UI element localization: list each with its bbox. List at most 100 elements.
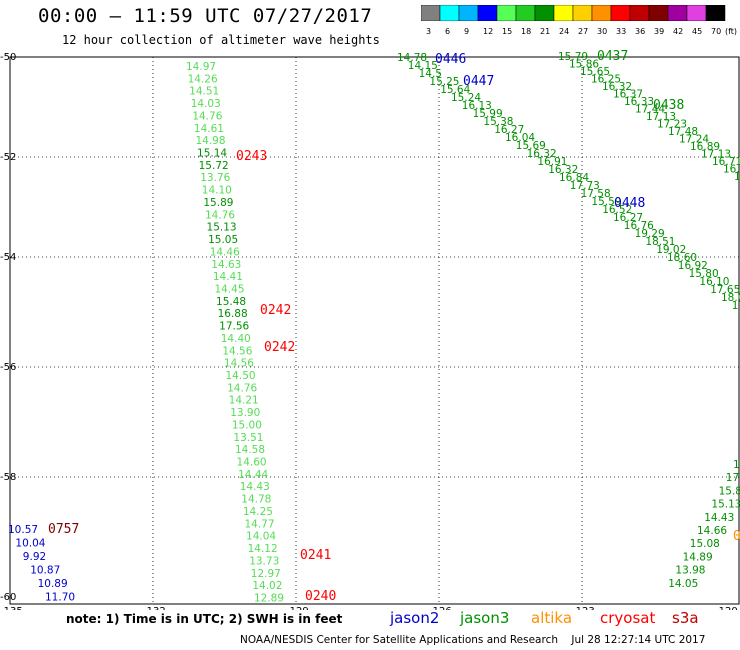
wave-height-value: 15.24 (451, 92, 481, 104)
wave-height-value: 14.40 (221, 333, 251, 345)
wave-height-value: 13.76 (200, 172, 230, 184)
wave-height-value: 15.65 (580, 66, 610, 78)
credits-line: NOAA/NESDIS Center for Satellite Applica… (240, 634, 706, 646)
wave-height-value: 12.97 (251, 568, 281, 580)
legend-cryosat: cryosat (600, 609, 656, 627)
wave-height-value: 17.23 (657, 119, 687, 131)
wave-height-value: 16.33 (624, 96, 654, 108)
legend-altika: altika (531, 609, 573, 627)
wave-height-value: 14.76 (205, 209, 235, 221)
pass-labels: 0446 0447 0437 0438 0448 0243 0242 0242 0241 0240… (48, 49, 740, 604)
wave-height-value: 15.86 (569, 59, 599, 71)
wave-height-value: 17.6 (734, 171, 740, 183)
wave-height-map: -50 -52 -54 -56 -58 -60 -135 -132 -129 -126 -123 -1… (0, 49, 740, 610)
wave-height-value: 18.51 (645, 236, 675, 248)
wave-height-value: 16.27 (613, 212, 643, 224)
lon-tick-label: -132 (143, 606, 166, 610)
pass-label: 0241 (300, 548, 331, 563)
wave-height-value: 14.05 (668, 578, 698, 590)
lon-tick-label: -120 (715, 606, 738, 610)
lat-tick-label: -52 (0, 152, 16, 163)
wave-height-value: 15.14 (197, 148, 227, 160)
wave-height-value: 14.89 (683, 551, 713, 563)
wave-height-value: 14.02 (252, 580, 282, 592)
color-scale-legend: 3 6 9 12 15 18 21 24 27 30 33 36 39 42 45 70 (ft) (420, 4, 740, 36)
wave-height-value: 17.24 (679, 134, 709, 146)
wave-height-value: 14.5 (419, 68, 442, 80)
wave-height-value: 17.65 (710, 284, 740, 296)
pass-label: 0446 (435, 52, 466, 67)
wave-height-value: 14.21 (229, 395, 259, 407)
altimeter-observations: 14.9714.2614.5114.0314.7614.6114.9815.14… (8, 51, 740, 604)
wave-height-value: 16.13 (462, 100, 492, 112)
wave-height-value: 14.10 (202, 185, 232, 197)
wave-height-value: 14.41 (213, 271, 243, 283)
wave-height-value: 19.02 (656, 244, 686, 256)
wave-height-value: 13.51 (233, 432, 263, 444)
wave-height-value: 14 (733, 459, 740, 471)
wave-height-value: 14.77 (244, 518, 274, 530)
pass-label: 0757 (48, 522, 79, 537)
wave-height-value: 15.89 (203, 197, 233, 209)
wave-height-value: 14.43 (704, 512, 734, 524)
wave-height-value: 18.00 (721, 292, 740, 304)
wave-height-value: 10.89 (38, 578, 68, 590)
wave-height-value: 10.57 (8, 524, 38, 536)
wave-height-value: 10.04 (15, 538, 45, 550)
wave-height-value: 17.56 (219, 321, 249, 333)
wave-height-value: 16.92 (678, 260, 708, 272)
wave-height-value: 14.58 (235, 444, 265, 456)
wave-height-value: 16.32 (548, 164, 578, 176)
wave-height-value: 15.00 (232, 419, 262, 431)
pass-label: 0242 (260, 303, 291, 318)
legend-s3a: s3a (672, 609, 699, 627)
lon-tick-label: -126 (429, 606, 452, 610)
wave-height-value: 14.61 (194, 123, 224, 135)
wave-height-value: 16.27 (494, 124, 524, 136)
wave-height-value: 15.8 (719, 485, 740, 497)
wave-height-value: 16.71 (712, 156, 740, 168)
wave-height-value: 9.92 (23, 551, 46, 563)
wave-height-value: 14.12 (248, 543, 278, 555)
wave-height-value: 14.45 (214, 283, 244, 295)
wave-height-value: 14.43 (240, 481, 270, 493)
color-scale-bar (420, 4, 726, 22)
legend-note: note: 1) Time is in UTC; 2) SWH is in fe… (66, 612, 343, 626)
wave-height-value: 15.05 (208, 234, 238, 246)
wave-height-value: 17.5 (732, 300, 740, 312)
wave-height-value: 15.38 (483, 116, 513, 128)
wave-height-value: 14.60 (237, 457, 267, 469)
map-frame (9, 56, 740, 605)
wave-height-value: 13.90 (230, 407, 260, 419)
wave-height-value: 14.76 (227, 382, 257, 394)
wave-height-value: 12.89 (254, 592, 284, 604)
wave-height-value: 14.76 (192, 110, 222, 122)
lat-tick-label: -56 (0, 362, 16, 373)
lat-tick-label: -58 (0, 472, 16, 483)
wave-height-value: 19.29 (635, 228, 665, 240)
wave-height-value: 15.13 (207, 222, 237, 234)
page-title: 00:00 – 11:59 UTC 07/27/2017 (38, 5, 373, 27)
wave-height-value: 14.46 (210, 246, 240, 258)
wave-height-value: 14.56 (224, 358, 254, 370)
wave-height-value: 14.04 (246, 531, 276, 543)
wave-height-value: 14.78 (241, 494, 271, 506)
wave-height-value: 14.15 (408, 60, 438, 72)
legend-jason2: jason2 (390, 609, 440, 627)
color-scale-label: 33 (616, 27, 627, 36)
page-subtitle: 12 hour collection of altimeter wave hei… (62, 33, 380, 47)
wave-height-value: 11.70 (45, 592, 75, 604)
wave-height-value: 15.64 (440, 84, 470, 96)
wave-height-value: 15.25 (429, 76, 459, 88)
color-scale-label: 12 (483, 27, 494, 36)
wave-height-value: 15.08 (690, 538, 720, 550)
wave-height-value: 16.52 (602, 204, 632, 216)
pass-label: 0448 (614, 196, 645, 211)
lon-tick-label: -123 (572, 606, 595, 610)
lat-tick-label: -54 (0, 252, 16, 263)
wave-height-value: 14.51 (189, 86, 219, 98)
legend-jason3: jason3 (460, 609, 510, 627)
wave-height-value: 16.32 (602, 81, 632, 93)
pass-label: 0240 (305, 589, 336, 604)
pass-label: 0437 (597, 49, 628, 64)
